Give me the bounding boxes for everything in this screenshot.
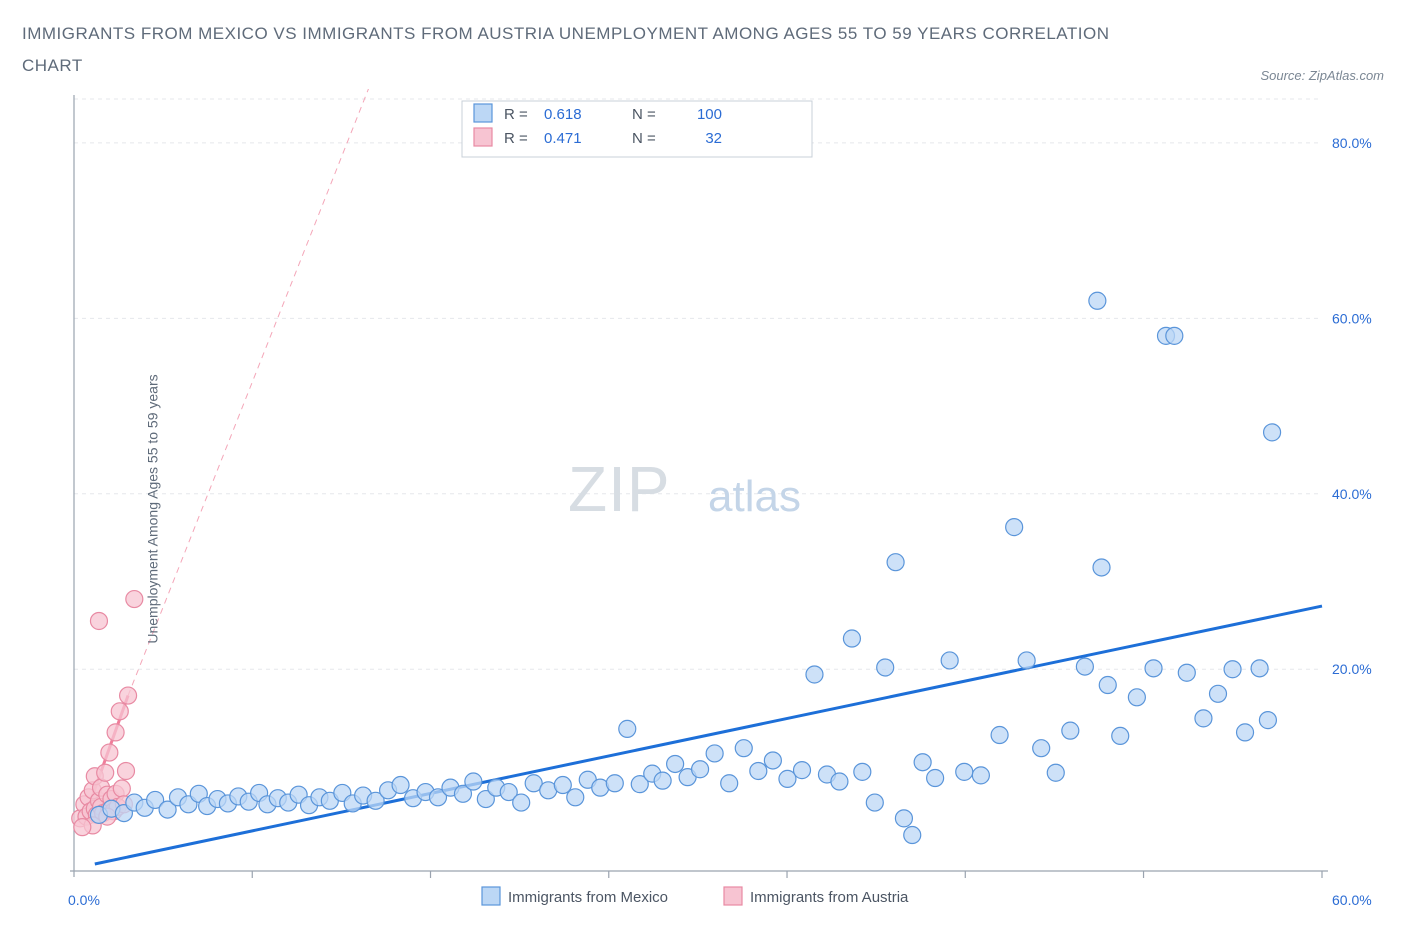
correlation-scatter-chart: ZIP atlas 20.0% 40.0% 60.0% 80.0% 0.0% 60.0% R =… [22, 89, 1384, 929]
chart-title: IMMIGRANTS FROM MEXICO VS IMMIGRANTS FRO… [22, 18, 1122, 83]
data-point-mexico [1251, 659, 1268, 676]
data-point-austria [111, 702, 128, 719]
source-label: Source: ZipAtlas.com [1260, 68, 1384, 83]
data-point-mexico [831, 773, 848, 790]
data-point-mexico [1259, 711, 1276, 728]
data-point-mexico [1264, 423, 1281, 440]
legend-n-value: 32 [705, 130, 722, 147]
y-tick-label: 20.0% [1332, 661, 1372, 677]
series-swatch [724, 887, 742, 905]
data-point-mexico [1166, 327, 1183, 344]
data-point-mexico [927, 769, 944, 786]
data-point-austria [126, 590, 143, 607]
data-point-mexico [721, 774, 738, 791]
data-point-mexico [1006, 518, 1023, 535]
data-point-mexico [941, 652, 958, 669]
data-point-austria [101, 744, 118, 761]
legend-r-label: R = [504, 130, 528, 147]
y-axis-label: Unemployment Among Ages 55 to 59 years [145, 374, 161, 643]
legend-swatch [474, 128, 492, 146]
data-point-austria [118, 762, 135, 779]
watermark: ZIP [568, 453, 671, 525]
data-point-mexico [1195, 709, 1212, 726]
data-point-mexico [1093, 559, 1110, 576]
legend-swatch [474, 104, 492, 122]
data-point-austria [74, 818, 91, 835]
data-point-mexico [794, 761, 811, 778]
data-point-mexico [567, 788, 584, 805]
data-point-mexico [1062, 722, 1079, 739]
data-point-mexico [619, 720, 636, 737]
data-point-austria [97, 764, 114, 781]
legend-n-label: N = [632, 130, 656, 147]
data-point-mexico [1112, 727, 1129, 744]
data-point-austria [90, 612, 107, 629]
series-label: Immigrants from Austria [750, 889, 909, 906]
data-point-mexico [887, 553, 904, 570]
legend-r-value: 0.618 [544, 106, 582, 123]
series-swatch [482, 887, 500, 905]
data-point-austria [120, 687, 137, 704]
data-point-mexico [895, 809, 912, 826]
data-point-mexico [914, 753, 931, 770]
data-point-austria [113, 780, 130, 797]
data-point-mexico [764, 752, 781, 769]
data-point-mexico [1047, 764, 1064, 781]
trendline-austria-extrapolated [128, 89, 382, 696]
y-tick-label: 40.0% [1332, 485, 1372, 501]
data-point-mexico [972, 766, 989, 783]
data-point-mexico [1178, 664, 1195, 681]
y-tick-label: 60.0% [1332, 310, 1372, 326]
data-point-mexico [866, 794, 883, 811]
data-point-mexico [667, 755, 684, 772]
chart-container: Unemployment Among Ages 55 to 59 years Z… [22, 89, 1384, 929]
watermark-suffix: atlas [708, 472, 801, 521]
data-point-mexico [854, 763, 871, 780]
data-point-austria [107, 723, 124, 740]
data-point-mexico [513, 794, 530, 811]
trendline-mexico [95, 606, 1322, 864]
legend-n-label: N = [632, 106, 656, 123]
y-tick-label: 80.0% [1332, 134, 1372, 150]
data-point-mexico [1237, 723, 1254, 740]
data-point-mexico [991, 726, 1008, 743]
data-point-mexico [1224, 660, 1241, 677]
data-point-mexico [1128, 688, 1145, 705]
data-point-mexico [806, 666, 823, 683]
data-point-mexico [877, 659, 894, 676]
data-point-mexico [692, 760, 709, 777]
data-point-mexico [654, 772, 671, 789]
data-point-mexico [750, 762, 767, 779]
data-point-mexico [1089, 292, 1106, 309]
data-point-mexico [706, 745, 723, 762]
data-point-mexico [1018, 652, 1035, 669]
data-point-mexico [1099, 676, 1116, 693]
data-point-mexico [956, 763, 973, 780]
data-point-mexico [606, 774, 623, 791]
data-point-mexico [465, 773, 482, 790]
legend-r-label: R = [504, 106, 528, 123]
data-point-mexico [1033, 739, 1050, 756]
x-tick-label: 0.0% [68, 892, 100, 908]
data-point-mexico [1076, 658, 1093, 675]
data-point-mexico [843, 630, 860, 647]
series-label: Immigrants from Mexico [508, 889, 668, 906]
data-point-mexico [392, 776, 409, 793]
data-point-mexico [1145, 659, 1162, 676]
legend-n-value: 100 [697, 106, 722, 123]
data-point-mexico [1210, 685, 1227, 702]
data-point-mexico [735, 739, 752, 756]
data-point-mexico [904, 826, 921, 843]
x-tick-label: 60.0% [1332, 892, 1372, 908]
legend-r-value: 0.471 [544, 130, 582, 147]
